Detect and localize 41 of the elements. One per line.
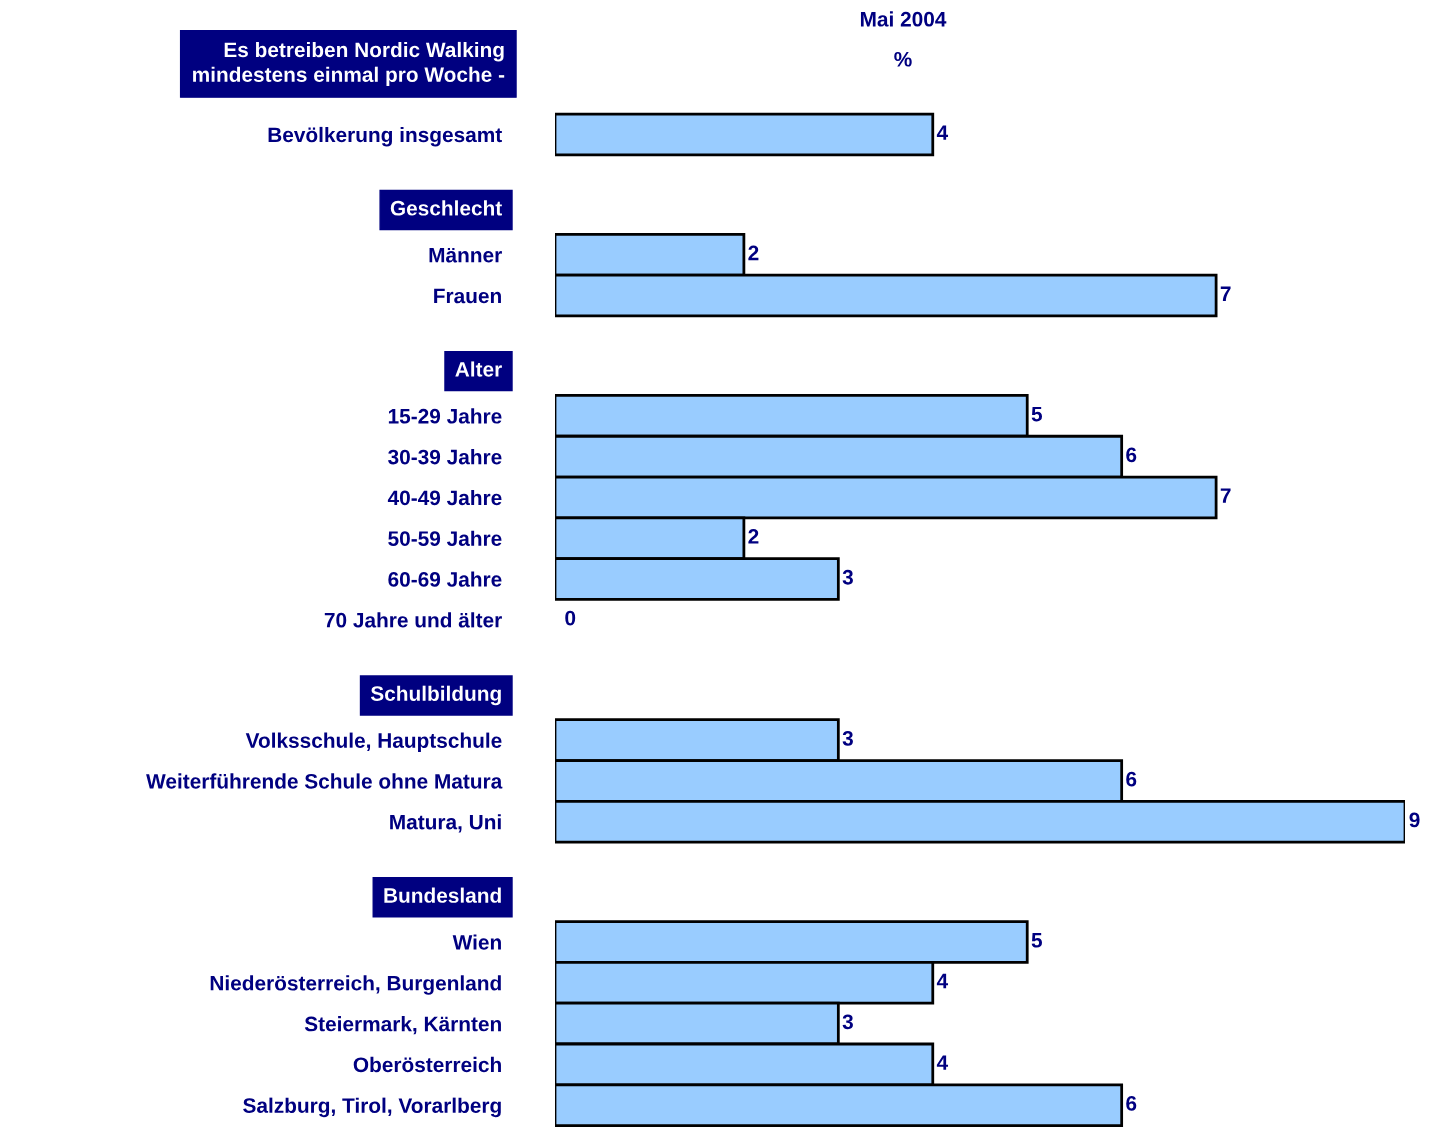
data-label: 3: [842, 569, 853, 585]
y-tick-label: Wien: [452, 934, 501, 950]
y-tick-label: Weiterführende Schule ohne Matura: [146, 773, 503, 789]
y-tick-label: Volksschule, Hauptschule: [245, 732, 502, 752]
data-label: 6: [1126, 447, 1137, 463]
data-label: 7: [1220, 286, 1231, 301]
data-label: 4: [936, 1055, 949, 1070]
y-tick-label: Matura, Uni: [390, 814, 501, 833]
x-axis-title: %: [894, 51, 912, 67]
y-tick-label: Bevölkerung insgesamt: [268, 126, 502, 147]
y-tick-label: Alter: [455, 361, 502, 377]
y-tick-label: Salzburg, Tirol, Vorarlberg: [243, 1097, 501, 1118]
data-label: 5: [1031, 933, 1043, 948]
data-label: 6: [1126, 771, 1137, 787]
y-tick-label: Frauen: [434, 288, 501, 304]
text: Es betreiben Nordic Walking mindestens einmal pro Woche -: [193, 41, 505, 87]
y-tick-label: Schulbildung: [370, 685, 501, 706]
chart-subtitle: Mai 2004: [860, 11, 947, 27]
y-tick-label: Niederösterreich, Burgenland: [210, 975, 501, 995]
data-label: 9: [1409, 812, 1420, 828]
data-label: 0: [565, 610, 576, 626]
data-label: 4: [936, 973, 949, 989]
y-tick-label: Männer: [429, 247, 502, 263]
y-tick-label: 40-49 Jahre: [387, 489, 502, 506]
data-label: 3: [842, 1014, 853, 1030]
y-tick-label: 70 Jahre und älter: [324, 612, 502, 628]
data-label: 5: [1031, 406, 1043, 422]
data-label: 6: [1126, 1096, 1137, 1111]
y-tick-label: Oberösterreich: [353, 1056, 501, 1073]
y-tick-label: 30-39 Jahre: [388, 449, 502, 465]
data-label: 2: [748, 529, 759, 544]
data-label: 2: [748, 245, 759, 261]
data-label: 4: [936, 125, 949, 140]
y-tick-label: Bundesland: [384, 887, 501, 903]
data-label: 7: [1220, 488, 1231, 503]
y-tick-label: 50-59 Jahre: [388, 530, 502, 546]
y-tick-label: 15-29 Jahre: [388, 408, 502, 424]
y-tick-label: 60-69 Jahre: [388, 571, 502, 587]
data-label: 3: [842, 730, 853, 746]
y-tick-label: Steiermark, Kärnten: [304, 1016, 501, 1035]
y-tick-label: Geschlecht: [390, 200, 502, 216]
